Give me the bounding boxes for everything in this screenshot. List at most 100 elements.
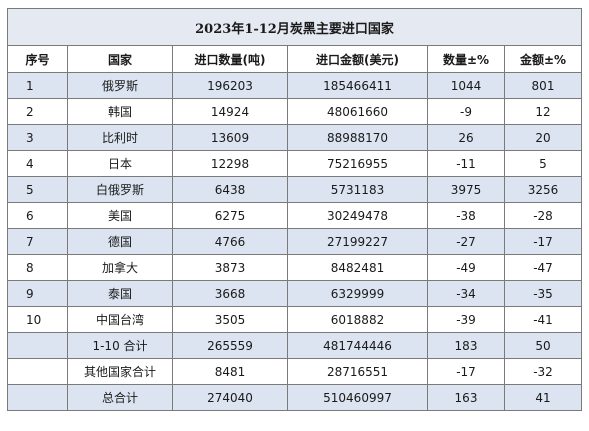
table-cell: 183 [427,332,505,359]
header-cell: 数量±% [427,45,505,73]
table-cell: -9 [427,98,505,125]
table-cell: 13609 [172,124,288,151]
table-cell: 12 [504,98,582,125]
table-cell: 韩国 [67,98,173,125]
table-cell [7,384,68,411]
table-cell: -47 [504,254,582,281]
table-cell: 26 [427,124,505,151]
table-cell: 8 [7,254,68,281]
header-cell: 序号 [7,45,68,73]
table-cell: -32 [504,358,582,385]
table-cell: 7 [7,228,68,255]
table-cell: 其他国家合计 [67,358,173,385]
table-row: 9 泰国 3668 6329999 -34 -35 [7,280,582,307]
table-row: 5 白俄罗斯 6438 5731183 3975 3256 [7,176,582,203]
table-cell: 5 [504,150,582,177]
table-row: 2 韩国 14924 48061660 -9 12 [7,98,582,125]
table-cell: 75216955 [287,150,428,177]
table-cell: 274040 [172,384,288,411]
table-cell: 俄罗斯 [67,72,173,99]
table-cell: 2 [7,98,68,125]
table-cell: 265559 [172,332,288,359]
header-cell: 国家 [67,45,173,73]
table-cell: 88988170 [287,124,428,151]
table-cell: 30249478 [287,202,428,229]
table-cell: 14924 [172,98,288,125]
table-cell: 50 [504,332,582,359]
table-cell: -28 [504,202,582,229]
table-cell: 6275 [172,202,288,229]
table-cell: 比利时 [67,124,173,151]
table-cell: 27199227 [287,228,428,255]
header-cell: 金额±% [504,45,582,73]
table-cell: -27 [427,228,505,255]
table-cell: 1044 [427,72,505,99]
header-row: 序号 国家 进口数量(吨) 进口金额(美元) 数量±% 金额±% [7,45,582,73]
table-cell: -11 [427,150,505,177]
table-row: 7 德国 4766 27199227 -27 -17 [7,228,582,255]
table-cell: 3668 [172,280,288,307]
table-row: 其他国家合计 8481 28716551 -17 -32 [7,358,582,385]
table-cell: 1-10 合计 [67,332,173,359]
table-cell: 3873 [172,254,288,281]
table-cell: -34 [427,280,505,307]
table-cell: 4766 [172,228,288,255]
table-cell: 6 [7,202,68,229]
table-body: 1 俄罗斯 196203 185466411 1044 801 2 韩国 14924 480616… [7,72,582,411]
table-row: 6 美国 6275 30249478 -38 -28 [7,202,582,229]
table-cell: -35 [504,280,582,307]
table-cell: 3256 [504,176,582,203]
table-cell: 196203 [172,72,288,99]
table-cell: 3505 [172,306,288,333]
table-cell: 9 [7,280,68,307]
table-cell: 12298 [172,150,288,177]
table-cell: 6329999 [287,280,428,307]
table-cell: 加拿大 [67,254,173,281]
table-cell: 5731183 [287,176,428,203]
table-cell: 6018882 [287,306,428,333]
table-cell: 3975 [427,176,505,203]
header-cell: 进口金额(美元) [287,45,428,73]
table-cell: 泰国 [67,280,173,307]
table-cell: 中国台湾 [67,306,173,333]
table-cell: 总合计 [67,384,173,411]
header-cell: 进口数量(吨) [172,45,288,73]
table-cell [7,332,68,359]
table-cell: -38 [427,202,505,229]
table-cell: 28716551 [287,358,428,385]
table-title: 2023年1-12月炭黑主要进口国家 [7,8,582,46]
table-cell: 1 [7,72,68,99]
table-cell: -17 [427,358,505,385]
table-cell: 163 [427,384,505,411]
table-row: 3 比利时 13609 88988170 26 20 [7,124,582,151]
table-cell: -49 [427,254,505,281]
table-cell: 510460997 [287,384,428,411]
table-cell: 德国 [67,228,173,255]
table-cell: -39 [427,306,505,333]
table-cell: 41 [504,384,582,411]
table-container: 2023年1-12月炭黑主要进口国家 序号 国家 进口数量(吨) 进口金额(美元… [7,8,582,411]
table-cell: -17 [504,228,582,255]
table-cell: 6438 [172,176,288,203]
table-cell [7,358,68,385]
table-cell: 8482481 [287,254,428,281]
table-cell: 5 [7,176,68,203]
table-cell: 10 [7,306,68,333]
import-table: 2023年1-12月炭黑主要进口国家 序号 国家 进口数量(吨) 进口金额(美元… [7,8,582,411]
table-cell: -41 [504,306,582,333]
table-cell: 481744446 [287,332,428,359]
table-cell: 美国 [67,202,173,229]
table-row: 1 俄罗斯 196203 185466411 1044 801 [7,72,582,99]
table-row: 10 中国台湾 3505 6018882 -39 -41 [7,306,582,333]
table-cell: 48061660 [287,98,428,125]
table-row: 1-10 合计 265559 481744446 183 50 [7,332,582,359]
table-row: 4 日本 12298 75216955 -11 5 [7,150,582,177]
table-cell: 8481 [172,358,288,385]
table-row: 总合计 274040 510460997 163 41 [7,384,582,411]
table-row: 8 加拿大 3873 8482481 -49 -47 [7,254,582,281]
table-cell: 日本 [67,150,173,177]
table-cell: 801 [504,72,582,99]
table-cell: 185466411 [287,72,428,99]
table-cell: 4 [7,150,68,177]
table-cell: 白俄罗斯 [67,176,173,203]
